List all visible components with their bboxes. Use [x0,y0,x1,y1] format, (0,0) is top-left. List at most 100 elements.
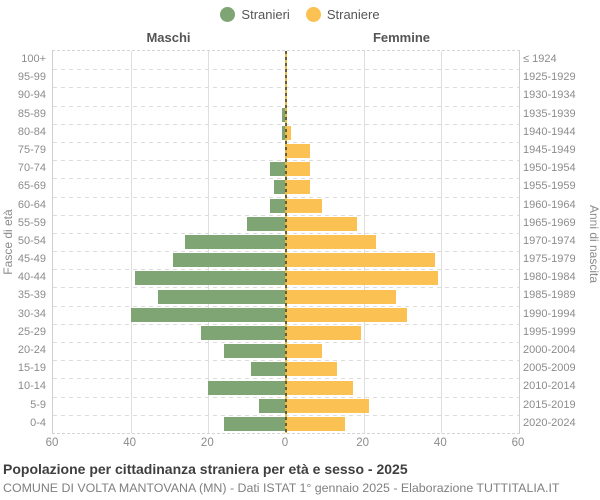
female-bar-65-69[interactable] [287,180,311,195]
x-tick-label: 60 [511,437,525,449]
female-bar-0-4[interactable] [287,416,346,431]
x-tick-label: 0 [281,437,289,449]
straniere-swatch-icon [305,7,321,22]
stranieri-swatch-icon [220,7,236,22]
male-bar-0-4[interactable] [223,416,286,431]
age-label: 95-99 [17,71,46,84]
birth-year-label: 1980-1984 [523,271,576,284]
birth-year-label: 1960-1964 [523,198,576,211]
birth-year-label: 1950-1954 [523,162,576,175]
female-bar-75-79[interactable] [287,144,311,159]
birth-year-label: 1970-1974 [523,234,576,247]
male-bar-80-84[interactable] [282,125,286,140]
birth-year-label: 1925-1929 [523,71,576,84]
age-label: 25-29 [17,325,46,338]
male-bar-20-24[interactable] [223,344,286,359]
age-label: 40-44 [17,271,46,284]
age-label: 45-49 [17,253,46,266]
female-bar-25-29[interactable] [287,325,361,340]
age-label: 85-89 [17,107,46,120]
x-tick-label: 40 [433,437,447,449]
male-bar-70-74[interactable] [270,162,286,177]
female-bar-30-34[interactable] [287,307,408,322]
header-femmine: Femmine [372,30,431,45]
plot-area [52,50,520,434]
male-bar-5-9[interactable] [258,398,286,413]
x-tick-label: 20 [200,437,214,449]
birth-year-label: 1930-1934 [523,89,576,102]
birth-year-label: 2005-2009 [523,362,576,375]
male-bar-60-64[interactable] [270,198,286,213]
age-label: 5-9 [30,398,46,411]
legend-item-stranieri[interactable]: Stranieri [220,7,290,22]
female-bar-80-84[interactable] [287,125,291,140]
female-bar-20-24[interactable] [287,344,322,359]
age-label: 60-64 [17,198,46,211]
male-bar-50-54[interactable] [185,235,286,249]
vertical-gridline [130,51,132,433]
male-bar-55-59[interactable] [247,216,286,231]
vertical-gridline [441,51,443,433]
male-bar-15-19[interactable] [251,362,286,377]
zero-axis-line [285,51,287,433]
male-bar-45-49[interactable] [173,253,286,268]
birth-year-label: 1965-1969 [523,216,576,229]
legend-label-stranieri: Stranieri [241,7,290,22]
male-bar-65-69[interactable] [274,180,286,195]
y-axis-title-birth: Anni di nascita [587,204,600,284]
birth-year-label: 2000-2004 [523,344,576,357]
birth-year-label: 2015-2019 [523,398,576,411]
female-bar-40-44[interactable] [287,271,439,286]
birth-year-label: 1955-1959 [523,180,576,193]
age-label: 20-24 [17,344,46,357]
header-maschi: Maschi [146,30,191,45]
age-label: 0-4 [30,416,46,429]
birth-year-label: 2010-2014 [523,380,576,393]
birth-year-label: 1985-1989 [523,289,576,302]
female-bar-45-49[interactable] [287,253,435,268]
legend: Stranieri Straniere [0,7,600,22]
age-label: 75-79 [17,143,46,156]
x-tick-label: 20 [356,437,370,449]
x-tick-label: 40 [123,437,137,449]
male-bar-25-29[interactable] [200,325,286,340]
age-label: 90-94 [17,89,46,102]
age-label: 100+ [21,53,46,65]
age-label: 10-14 [17,380,46,393]
female-bar-15-19[interactable] [287,362,338,377]
age-label: 35-39 [17,289,46,302]
x-tick-label: 60 [45,437,59,449]
male-bar-30-34[interactable] [130,307,286,322]
birth-year-label: 1940-1944 [523,125,576,138]
female-bar-35-39[interactable] [287,289,396,304]
legend-item-straniere[interactable]: Straniere [305,7,380,22]
male-bar-35-39[interactable] [157,289,286,304]
birth-year-label: 1975-1979 [523,253,576,266]
age-label: 15-19 [17,362,46,375]
legend-label-straniere: Straniere [326,7,380,22]
birth-year-label: 1995-1999 [523,325,576,338]
birth-year-label: 1990-1994 [523,307,576,320]
age-label: 55-59 [17,216,46,229]
birth-year-label: 1935-1939 [523,107,576,120]
female-bar-50-54[interactable] [287,235,377,249]
female-bar-60-64[interactable] [287,198,322,213]
female-bar-10-14[interactable] [287,380,354,395]
chart-title: Popolazione per cittadinanza straniera p… [3,461,408,477]
birth-year-label: 1945-1949 [523,143,576,156]
age-label: 65-69 [17,180,46,193]
age-label: 70-74 [17,162,46,175]
age-label: 80-84 [17,125,46,138]
age-label: 30-34 [17,307,46,320]
female-bar-55-59[interactable] [287,216,357,231]
male-bar-10-14[interactable] [208,380,286,395]
male-bar-40-44[interactable] [134,271,286,286]
female-bar-5-9[interactable] [287,398,369,413]
male-bar-85-89[interactable] [282,107,286,122]
age-label: 50-54 [17,234,46,247]
chart-source: COMUNE DI VOLTA MANTOVANA (MN) - Dati IS… [3,481,560,495]
birth-year-label: ≤ 1924 [523,53,557,65]
birth-year-label: 2020-2024 [523,416,576,429]
female-bar-70-74[interactable] [287,162,311,177]
